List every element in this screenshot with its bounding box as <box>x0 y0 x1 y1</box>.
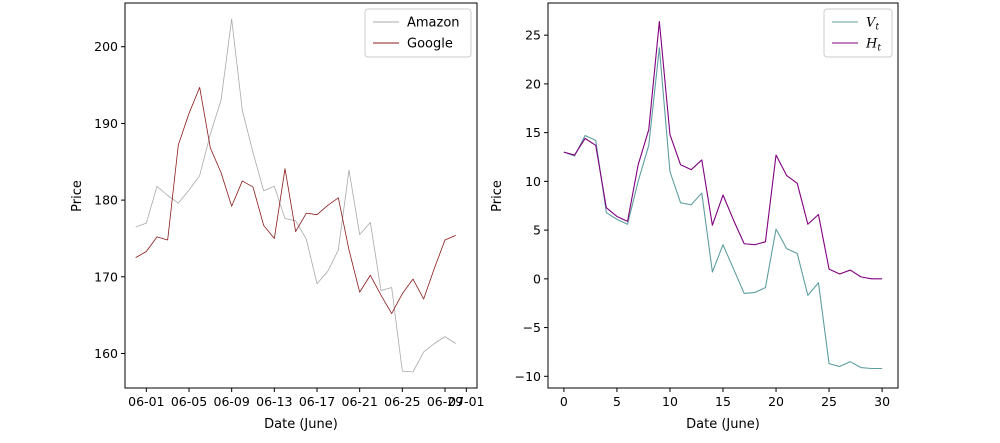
legend-label: Google <box>407 37 453 52</box>
x-tick-label: 06-25 <box>384 394 420 409</box>
x-tick-label: 06-17 <box>299 394 335 409</box>
plot-frame <box>124 2 478 389</box>
x-tick-label: 06-01 <box>128 394 164 409</box>
y-tick-label: 180 <box>94 193 118 208</box>
y-tick-label: 160 <box>94 346 118 361</box>
series-line-vt <box>563 47 883 370</box>
y-tick-label: 0 <box>533 271 541 286</box>
x-tick-label: 06-13 <box>256 394 292 409</box>
y-axis-label: Price <box>490 180 505 212</box>
y-tick-label: 15 <box>525 125 541 140</box>
y-tick-label: 25 <box>525 28 541 43</box>
x-tick-label: 15 <box>715 394 731 409</box>
x-axis-label: Date (June) <box>686 417 760 432</box>
x-tick-label: 06-21 <box>342 394 378 409</box>
legend-box <box>823 8 893 58</box>
legend-label: Vt <box>866 16 879 33</box>
x-tick-label: 06-29 <box>427 394 463 409</box>
y-tick-label: 10 <box>525 174 541 189</box>
x-tick-label: 5 <box>613 394 621 409</box>
legend-box <box>364 8 472 58</box>
legend-label: Ht <box>865 37 881 54</box>
legend: Vt Ht <box>823 8 893 58</box>
series-line-google <box>135 86 456 315</box>
series-line-ht <box>563 20 883 280</box>
y-tick-label: −5 <box>523 320 541 335</box>
x-tick-label: 06-05 <box>171 394 207 409</box>
x-tick-label: 06-09 <box>214 394 250 409</box>
y-tick-label: 200 <box>94 39 118 54</box>
legend: Amazon Google <box>364 8 472 58</box>
x-axis-label: Date (June) <box>264 417 338 432</box>
y-tick-label: −10 <box>515 369 541 384</box>
y-tick-label: 170 <box>94 269 118 284</box>
series-line-amazon <box>135 18 456 373</box>
vt-ht-price-chart: 0 5 10 15 20 25 30 −10 −5 0 5 10 15 20 25 Date (June)… <box>490 2 899 432</box>
y-axis-label: Price <box>70 180 85 212</box>
x-tick-label: 30 <box>874 394 890 409</box>
legend-label: Amazon <box>407 16 460 31</box>
amazon-google-price-chart: 06-01 06-05 06-09 06-13 06-17 06-21 06-25 06-29… <box>70 2 484 432</box>
x-tick-label: 07-01 <box>448 394 484 409</box>
y-tick-label: 20 <box>525 76 541 91</box>
x-tick-label: 10 <box>662 394 678 409</box>
x-tick-label: 20 <box>768 394 784 409</box>
x-tick-label: 0 <box>560 394 568 409</box>
x-tick-label: 25 <box>821 394 837 409</box>
y-tick-label: 190 <box>94 116 118 131</box>
y-tick-label: 5 <box>533 223 541 238</box>
